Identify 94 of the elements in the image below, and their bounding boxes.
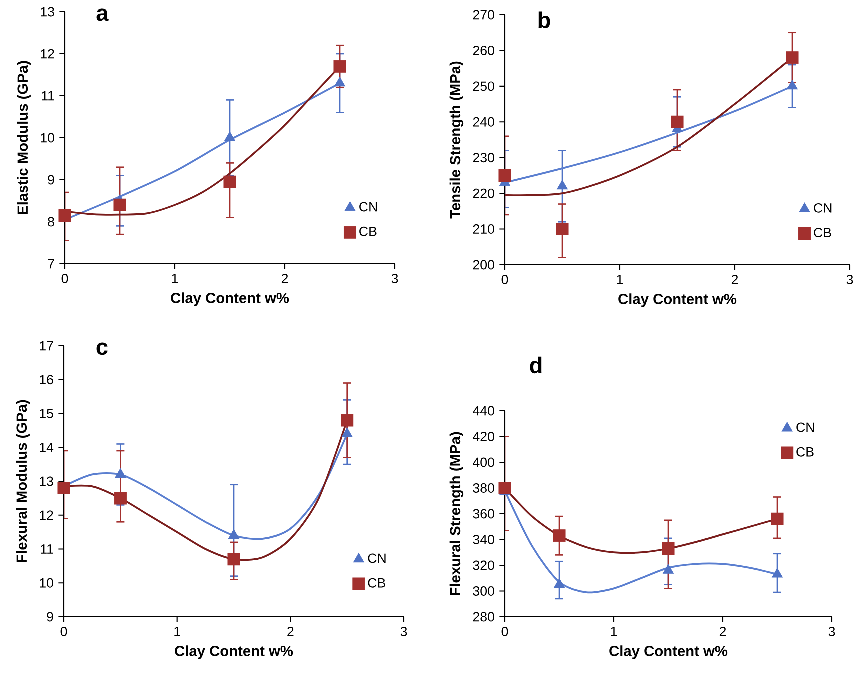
y-tick-label: 9: [47, 612, 54, 622]
x-tick-label: 0: [62, 274, 68, 284]
y-tick-label: 10: [41, 133, 54, 143]
point: [557, 180, 568, 190]
point: [663, 564, 674, 574]
x-tick-label: 2: [732, 275, 738, 284]
legend-label: CB: [368, 578, 386, 588]
y-tick-label: 250: [473, 82, 494, 92]
point: [115, 468, 126, 478]
point: [498, 482, 512, 495]
x-tick-label: 2: [282, 274, 288, 284]
x-tick-label: 1: [174, 627, 180, 636]
y-tick-label: 440: [473, 406, 494, 416]
y-tick-label: 14: [40, 443, 54, 452]
y-tick-label: 15: [40, 409, 54, 418]
point: [224, 176, 236, 188]
x-tick-label: 1: [172, 274, 178, 284]
x-tick-label: 3: [828, 627, 836, 636]
chart-title: c: [96, 342, 108, 356]
x-tick-label: 2: [288, 627, 294, 636]
y-axis-title: Tensile Strength (MPa): [450, 62, 464, 219]
point: [554, 578, 565, 588]
x-tick-label: 0: [502, 627, 508, 636]
legend-label: CN: [360, 202, 378, 212]
x-tick-label: 2: [720, 627, 726, 636]
y-tick-label: 240: [473, 117, 494, 127]
y-tick-label: 13: [41, 7, 54, 17]
y-tick-label: 10: [40, 578, 54, 588]
x-tick-label: 1: [611, 627, 618, 636]
y-tick-label: 270: [473, 10, 494, 20]
point: [342, 428, 353, 438]
y-tick-label: 230: [473, 153, 494, 163]
x-axis-title: Clay Content w%: [610, 646, 728, 660]
legend-label: CN: [368, 554, 386, 564]
x-tick-label: 0: [502, 275, 508, 284]
y-axis-title: Flexural Strength (MPa): [450, 432, 464, 596]
y-tick-label: 16: [40, 375, 54, 385]
y-tick-label: 420: [473, 432, 494, 442]
point: [772, 568, 783, 578]
chart-title: a: [96, 8, 109, 22]
y-tick-label: 11: [41, 544, 54, 554]
y-tick-label: 360: [473, 509, 494, 519]
x-tick-label: 1: [617, 275, 624, 284]
point: [787, 80, 798, 90]
y-tick-label: 9: [48, 175, 54, 185]
y-tick-label: 12: [41, 49, 54, 59]
y-tick-label: 280: [473, 612, 494, 622]
legend-label: CB: [814, 228, 832, 238]
point: [334, 60, 346, 73]
legend-label: CB: [796, 447, 814, 457]
legend-label: CN: [814, 203, 832, 213]
legend-label: CN: [796, 422, 814, 432]
x-tick-label: 3: [846, 275, 854, 284]
y-tick-label: 340: [473, 535, 494, 544]
x-tick-label: 0: [60, 627, 68, 636]
point: [771, 512, 784, 526]
chart-title: d: [530, 356, 542, 374]
point: [662, 542, 675, 556]
y-tick-label: 12: [40, 510, 54, 520]
y-axis-title: Elastic Modulus (GPa): [17, 61, 31, 214]
y-tick-label: 13: [40, 476, 54, 486]
point: [114, 198, 126, 212]
y-axis-title: Flexural Modulus (GPa): [16, 400, 30, 562]
point: [786, 52, 799, 64]
y-tick-label: 260: [473, 46, 494, 56]
x-axis-title: Clay Content w%: [171, 292, 290, 306]
point: [553, 530, 566, 542]
y-tick-label: 400: [473, 458, 494, 468]
y-tick-label: 210: [473, 224, 494, 234]
legend-label: CB: [360, 226, 377, 236]
y-tick-label: 320: [473, 560, 494, 570]
x-axis-title: Clay Content w%: [175, 646, 294, 660]
point: [671, 116, 684, 128]
x-axis-title: Clay Content w%: [618, 294, 737, 308]
point: [58, 482, 70, 495]
point: [114, 492, 127, 505]
x-tick-label: 3: [400, 627, 408, 636]
y-tick-label: 17: [40, 341, 54, 351]
y-tick-label: 220: [473, 188, 494, 198]
y-tick-label: 7: [48, 259, 54, 269]
y-tick-label: 8: [48, 217, 54, 227]
y-tick-label: 300: [473, 586, 494, 596]
point: [58, 209, 72, 222]
y-tick-label: 380: [473, 484, 494, 493]
y-tick-label: 200: [473, 260, 494, 270]
y-tick-label: 11: [42, 91, 54, 101]
point: [341, 414, 354, 427]
point: [556, 223, 569, 236]
x-tick-label: 3: [392, 274, 398, 284]
point: [228, 553, 240, 566]
point: [224, 132, 236, 142]
point: [498, 169, 512, 182]
point: [334, 77, 346, 87]
chart-title: b: [538, 12, 550, 28]
